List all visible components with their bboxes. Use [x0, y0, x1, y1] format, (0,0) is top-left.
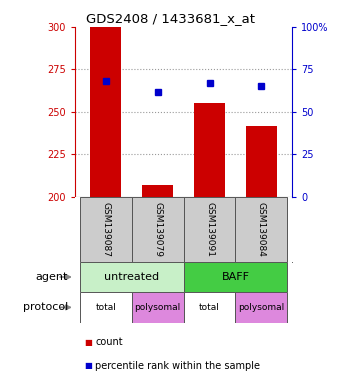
Text: GSM139079: GSM139079 [153, 202, 162, 257]
Text: polysomal: polysomal [238, 303, 285, 312]
Text: ■: ■ [84, 361, 92, 370]
Text: GDS2408 / 1433681_x_at: GDS2408 / 1433681_x_at [85, 12, 255, 25]
Bar [235, 197, 287, 262]
Bar [80, 197, 132, 262]
Bar [80, 292, 132, 323]
Bar [246, 126, 277, 197]
Text: total: total [96, 303, 116, 312]
Text: BAFF: BAFF [221, 272, 250, 282]
Text: count: count [95, 337, 123, 347]
Bar [184, 292, 235, 323]
Bar [90, 27, 121, 197]
Text: GSM139087: GSM139087 [101, 202, 110, 257]
Text: agent: agent [36, 272, 68, 282]
Bar [235, 292, 287, 323]
Bar [194, 103, 225, 197]
Bar [80, 262, 184, 292]
Text: percentile rank within the sample: percentile rank within the sample [95, 361, 260, 371]
Text: untreated: untreated [104, 272, 159, 282]
Bar [142, 185, 173, 197]
Bar [132, 197, 184, 262]
Text: polysomal: polysomal [135, 303, 181, 312]
Text: GSM139091: GSM139091 [205, 202, 214, 257]
Bar [184, 262, 287, 292]
Bar [184, 197, 235, 262]
Text: GSM139084: GSM139084 [257, 202, 266, 257]
Bar [132, 292, 184, 323]
Text: ■: ■ [84, 338, 92, 347]
Text: total: total [199, 303, 220, 312]
Text: protocol: protocol [23, 302, 68, 312]
